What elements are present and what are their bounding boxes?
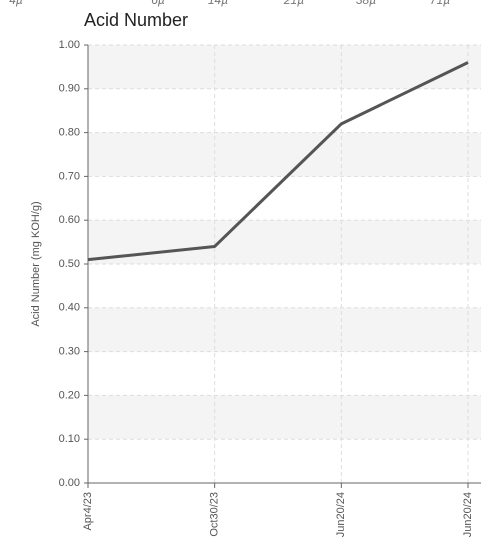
chart-title: Acid Number [84, 10, 188, 30]
top-label: 71µ [430, 0, 450, 7]
x-tick-label: Apr4/23 [82, 492, 94, 531]
band [88, 45, 481, 89]
band [88, 220, 481, 264]
top-label: 4µ [9, 0, 23, 7]
y-tick-label: 0.20 [59, 389, 80, 401]
y-tick-label: 0.40 [59, 302, 80, 314]
y-tick-label: 1.00 [59, 39, 80, 51]
y-tick-label: 0.00 [59, 477, 80, 489]
y-tick-label: 0.50 [59, 258, 80, 270]
y-tick-label: 0.80 [59, 127, 80, 139]
y-tick-label: 0.60 [59, 214, 80, 226]
x-tick-label: Jun20/24 [335, 492, 347, 537]
top-label: 21µ [283, 0, 304, 7]
y-tick-label: 0.30 [59, 346, 80, 358]
band [88, 395, 481, 440]
y-axis-label: Acid Number (mg KOH/g) [30, 201, 42, 326]
band [88, 307, 481, 352]
x-tick-label: Oct30/23 [209, 492, 221, 537]
y-tick-label: 0.10 [59, 433, 80, 445]
top-label: 6µ [151, 0, 165, 7]
top-label: 14µ [208, 0, 228, 7]
top-label: 38µ [356, 0, 376, 7]
y-tick-label: 0.70 [59, 170, 80, 182]
data-line [87, 61, 469, 262]
x-tick-label: Jun20/24 [462, 492, 474, 537]
y-tick-label: 0.90 [59, 83, 80, 95]
band [88, 132, 481, 177]
